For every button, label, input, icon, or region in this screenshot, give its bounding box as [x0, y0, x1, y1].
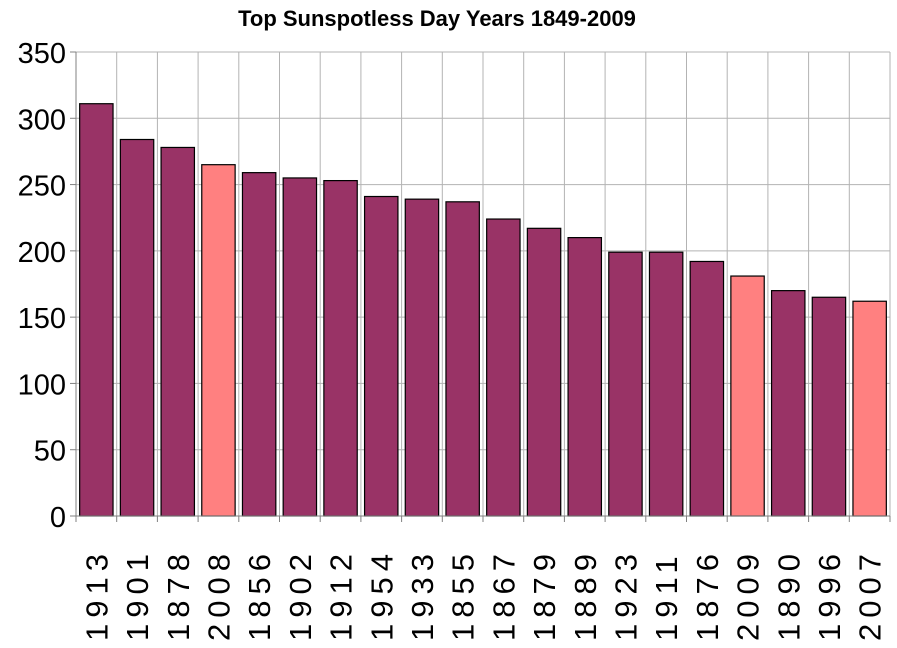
- x-tick-label: 1911: [649, 550, 684, 641]
- bar-2009: [730, 275, 765, 517]
- x-tick-label: 1996: [812, 548, 847, 641]
- bar-1855: [445, 201, 480, 517]
- bars: [79, 103, 887, 517]
- bar-1879: [526, 227, 562, 517]
- x-tick-label: 1923: [608, 548, 643, 641]
- y-tick-label: 200: [18, 237, 66, 269]
- bar-1856: [241, 172, 277, 517]
- bar-1933: [404, 198, 440, 517]
- x-tick-label: 1902: [283, 548, 318, 641]
- x-tick-label: 1878: [161, 548, 196, 641]
- bar-1867: [486, 218, 521, 517]
- bar-1954: [363, 195, 399, 517]
- bar-1878: [160, 146, 196, 517]
- bar-1902: [282, 177, 318, 517]
- x-tick-label: 1913: [79, 548, 114, 641]
- axes: [70, 51, 891, 522]
- bar-1890: [770, 290, 806, 517]
- y-tick-label: 100: [18, 369, 66, 401]
- bar-1996: [811, 296, 847, 517]
- bar-1913: [79, 103, 114, 517]
- x-tick-label: 1889: [568, 548, 603, 641]
- x-tick-label: 2008: [201, 548, 236, 641]
- bar-2008: [201, 164, 236, 517]
- y-tick-label: 300: [18, 104, 66, 136]
- bar-1901: [119, 138, 155, 517]
- x-tick-label: 2007: [853, 548, 888, 641]
- y-tick-label: 150: [18, 303, 66, 335]
- y-tick-labels: 0 50 100 150 200 250 300 350: [18, 38, 66, 534]
- gridlines: [75, 51, 891, 517]
- bar-1923: [608, 251, 643, 517]
- bar-1889: [567, 237, 603, 517]
- x-tick-label: 2009: [731, 548, 766, 641]
- bar-1911: [648, 251, 684, 517]
- x-tick-label: 1954: [364, 548, 399, 641]
- bar-2007: [852, 300, 887, 517]
- x-tick-label: 1933: [405, 548, 440, 641]
- x-tick-labels: 1913 1901 1878 2008 1856 1902 1912 1954 1933 1855…: [79, 548, 887, 641]
- y-tick-label: 350: [18, 38, 66, 70]
- x-tick-label: 1856: [242, 548, 277, 641]
- y-tick-label: 50: [34, 436, 66, 468]
- x-tick-label: 1876: [690, 548, 725, 641]
- x-tick-label: 1879: [527, 548, 562, 641]
- x-tick-label: 1912: [324, 548, 359, 641]
- x-tick-label: 1890: [771, 548, 806, 641]
- x-tick-label: 1867: [486, 548, 521, 641]
- x-tick-label: 1901: [120, 548, 155, 641]
- y-tick-label: 0: [50, 502, 66, 534]
- x-tick-label: 1855: [446, 548, 481, 641]
- bar-1876: [689, 260, 725, 517]
- bar-1912: [323, 179, 358, 517]
- y-tick-label: 250: [18, 171, 66, 203]
- chart-title: Top Sunspotless Day Years 1849-2009: [238, 6, 636, 31]
